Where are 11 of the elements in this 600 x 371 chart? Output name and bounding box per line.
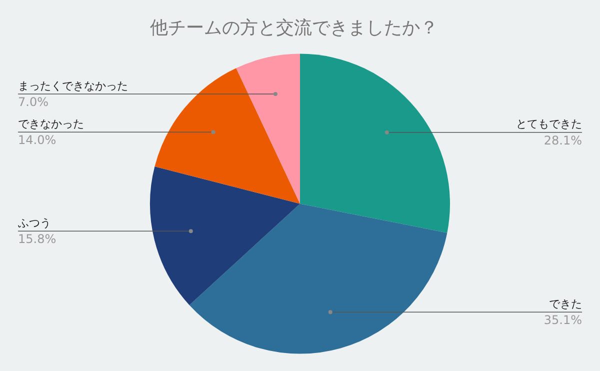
data-label: 15.8% (18, 232, 56, 246)
slice-label: できた (549, 297, 582, 310)
data-label: 14.0% (18, 133, 56, 148)
slice-label: できなかった (18, 117, 84, 130)
data-label: 7.0% (18, 95, 48, 110)
slice-label: まったくできなかった (18, 79, 128, 92)
data-label: 35.1% (544, 313, 582, 328)
slice-label: ふつう (17, 216, 51, 230)
data-label: 28.1% (544, 133, 582, 148)
slice-label: とてもできた (516, 118, 582, 131)
chart-title: 他チームの方と交流できましたか？ (150, 17, 438, 38)
